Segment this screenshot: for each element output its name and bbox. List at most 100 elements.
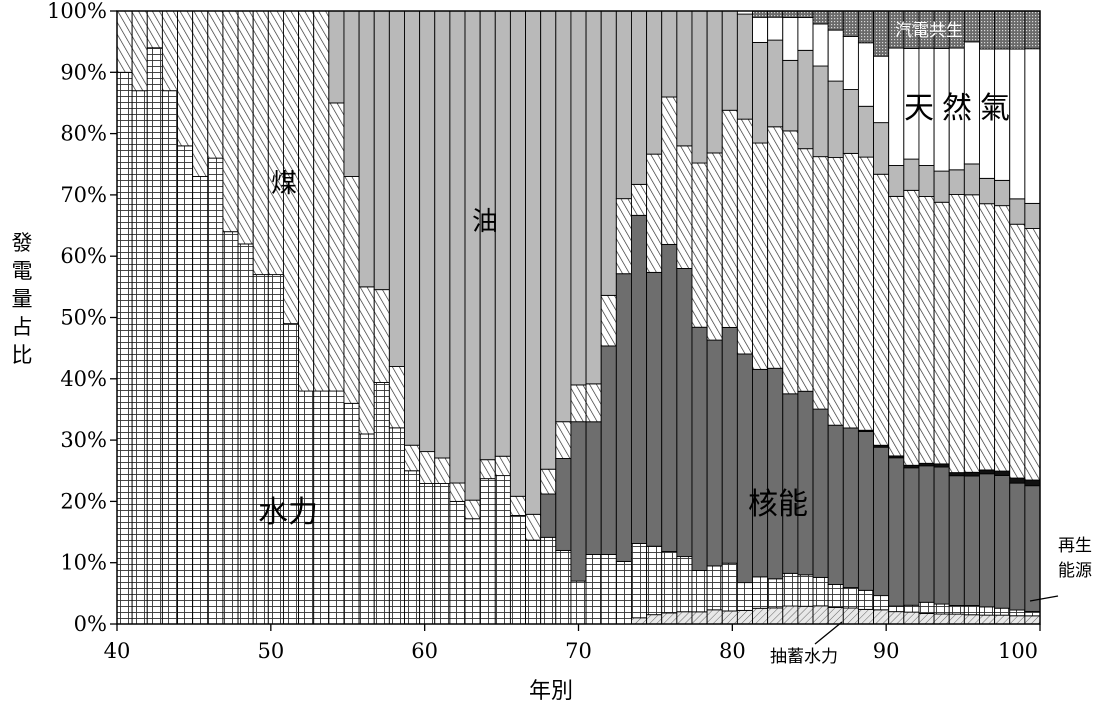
- y-axis-title-char: 量: [12, 287, 33, 311]
- bar-segment-45-series-1: [192, 176, 209, 625]
- bar-segment-92-series-5: [903, 158, 920, 191]
- bar-segment-56-series-1: [358, 433, 375, 625]
- bar-segment-76-series-0: [661, 612, 678, 625]
- bar-segment-73-series-2: [615, 273, 632, 562]
- bar-segment-81-series-0: [736, 609, 753, 625]
- bar-segment-41-series-1: [131, 90, 148, 625]
- bar-segment-44-series-1: [177, 145, 194, 625]
- bar-segment-97-series-7: [979, 10, 996, 50]
- bar-segment-59-series-5: [404, 10, 421, 446]
- bar-segment-73-series-4: [615, 198, 632, 275]
- bar-segment-92-series-0: [903, 611, 920, 625]
- bar-segment-67-series-5: [525, 10, 542, 515]
- bar-segment-83-series-4: [767, 126, 784, 369]
- bar-segment-63-series-5: [464, 10, 481, 501]
- bar-segment-84-series-2: [782, 393, 799, 574]
- annotation-renewable-line1: 再生: [1058, 536, 1092, 556]
- bar-segment-71-series-5: [585, 10, 602, 385]
- bar-segment-81-series-4: [736, 118, 753, 355]
- y-axis-title-char: 占: [12, 315, 33, 339]
- bar-segment-76-series-4: [661, 96, 678, 245]
- bar-segment-93-series-2: [918, 465, 935, 603]
- bar-segment-93-series-4: [918, 196, 935, 464]
- bar-segment-74-series-5: [631, 10, 648, 185]
- renewable-leader: [1029, 595, 1059, 602]
- bar-segment-70-series-1: [570, 580, 587, 625]
- bar-segment-51-series-4: [282, 10, 300, 325]
- bar-segment-97-series-3: [979, 469, 996, 475]
- bar-segment-71-series-4: [585, 383, 602, 423]
- bar-segment-64-series-1: [479, 478, 496, 625]
- bar-segment-83-series-5: [767, 39, 784, 128]
- bar-segment-92-series-4: [903, 189, 920, 466]
- bar-segment-92-series-2: [903, 467, 920, 606]
- bar-segment-68-series-4: [540, 468, 557, 495]
- bar-segment-99-series-2: [1009, 482, 1026, 611]
- bar-segment-100-series-0: [1024, 615, 1041, 625]
- y-tick-label-100: 100%: [47, 0, 107, 23]
- bar-segment-71-series-2: [585, 421, 602, 555]
- bar-segment-84-series-1: [782, 572, 799, 607]
- bar-segment-63-series-4: [464, 499, 481, 520]
- bar-segment-57-series-5: [373, 10, 390, 291]
- bar-segment-95-series-5: [948, 169, 965, 195]
- bar-segment-62-series-5: [449, 10, 466, 484]
- bar-segment-69-series-1: [555, 549, 572, 625]
- bar-segment-74-series-2: [631, 214, 648, 544]
- x-tick-label-90: 90: [873, 639, 900, 663]
- x-tick-label-50: 50: [257, 639, 284, 663]
- x-tick-label-40: 40: [104, 639, 131, 663]
- bar-segment-96-series-1: [963, 605, 980, 616]
- bar-segment-86-series-4: [812, 156, 829, 410]
- bar-segment-89-series-2: [857, 431, 875, 591]
- bar-segment-66-series-4: [509, 495, 526, 516]
- bar-segment-71-series-1: [585, 554, 602, 625]
- bar-segment-97-series-1: [979, 606, 996, 616]
- bar-segment-73-series-1: [615, 560, 632, 625]
- annotation-oil: 油: [472, 207, 498, 237]
- bar-segment-73-series-5: [615, 10, 632, 200]
- bar-segment-58-series-5: [388, 10, 405, 367]
- bar-segment-88-series-6: [842, 36, 859, 90]
- bar-segment-82-series-6: [752, 16, 769, 43]
- bar-segment-48-series-4: [237, 10, 254, 245]
- bar-segment-68-series-2: [540, 493, 557, 538]
- bar-segment-88-series-1: [842, 587, 859, 609]
- bar-segment-79-series-2: [706, 339, 723, 567]
- bar-segment-89-series-5: [857, 105, 875, 158]
- bar-segment-86-series-0: [812, 605, 829, 625]
- bar-segment-72-series-5: [600, 10, 617, 296]
- bar-segment-57-series-1: [373, 382, 390, 625]
- bar-segment-42-series-4: [146, 10, 163, 49]
- bar-segment-46-series-4: [207, 10, 224, 159]
- bar-segment-85-series-7: [797, 10, 814, 19]
- y-tick-label-90: 90%: [60, 60, 107, 84]
- bar-segment-85-series-5: [797, 49, 814, 150]
- bar-segment-59-series-4: [404, 444, 421, 472]
- x-tick-label-100: 100: [998, 639, 1038, 663]
- bar-segment-84-series-7: [782, 10, 799, 18]
- bar-segment-79-series-0: [706, 609, 723, 625]
- bar-segment-96-series-3: [963, 471, 980, 477]
- bar-segment-58-series-1: [388, 427, 405, 625]
- bar-segment-86-series-6: [812, 23, 829, 67]
- y-tick-label-30: 30%: [60, 428, 107, 452]
- bar-segment-72-series-4: [600, 294, 617, 347]
- bar-segment-79-series-1: [706, 565, 723, 611]
- bar-segment-60-series-4: [419, 451, 436, 484]
- y-tick-label-70: 70%: [60, 183, 107, 207]
- bar-segment-75-series-2: [646, 271, 663, 547]
- bar-segment-82-series-2: [752, 368, 769, 578]
- bar-segment-69-series-4: [555, 421, 572, 459]
- bar-segment-91-series-1: [888, 605, 905, 613]
- bar-segment-72-series-1: [600, 554, 617, 625]
- bar-segment-78-series-0: [691, 611, 708, 625]
- bar-segment-77-series-2: [676, 268, 693, 558]
- bar-segment-75-series-0: [646, 614, 663, 625]
- pumped-hydro-leader: [814, 621, 843, 645]
- bar-segment-60-series-1: [419, 483, 436, 625]
- bar-segment-80-series-0: [721, 610, 738, 625]
- bar-segment-98-series-5: [994, 179, 1011, 207]
